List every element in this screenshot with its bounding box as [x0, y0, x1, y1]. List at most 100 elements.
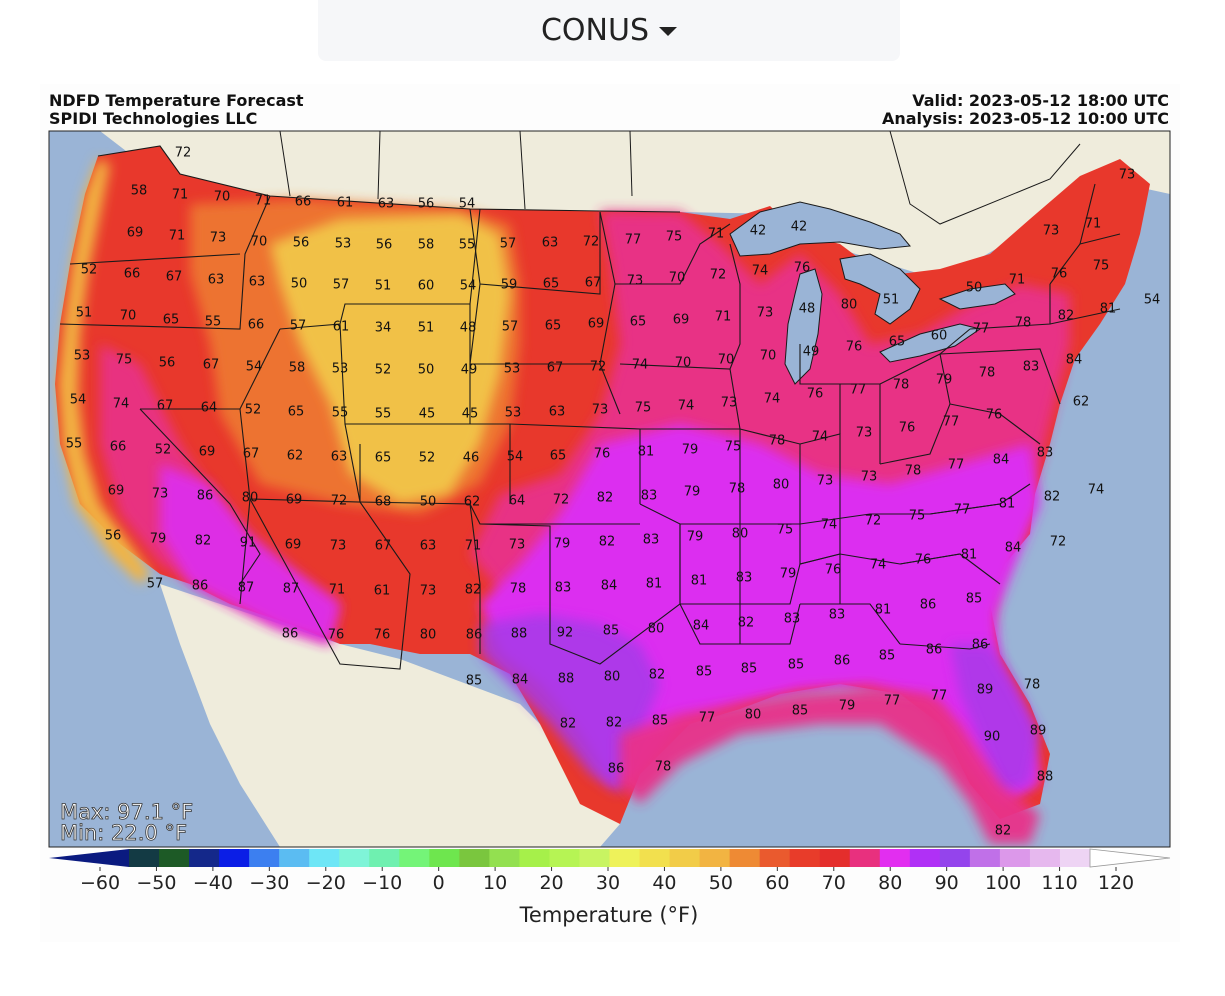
- temperature-label: 73: [856, 426, 873, 441]
- figure-header-left: NDFD Temperature Forecast SPIDI Technolo…: [49, 92, 304, 128]
- colorbar-swatch: [249, 849, 280, 867]
- region-selector-label: CONUS: [540, 13, 649, 48]
- temperature-label: 83: [784, 612, 801, 627]
- temperature-label: 73: [721, 396, 738, 411]
- temperature-label: 85: [741, 662, 758, 677]
- state-borders: [59, 145, 1121, 670]
- temperature-label: 62: [464, 495, 481, 510]
- great-lakes: [729, 201, 1016, 385]
- temperature-label: 71: [255, 194, 272, 209]
- temperature-label: 52: [81, 263, 98, 278]
- colorbar-tick-label: 120: [1098, 872, 1134, 894]
- colorbar-swatch: [789, 849, 821, 867]
- temperature-label: 83: [829, 608, 846, 623]
- temperature-label: 77: [850, 383, 867, 398]
- temperature-label: 74: [812, 430, 829, 445]
- temperature-label: 85: [466, 674, 483, 689]
- temperature-label: 60: [418, 279, 435, 294]
- temperature-label: 82: [995, 824, 1012, 839]
- temperature-label: 58: [289, 361, 306, 376]
- temperature-label: 56: [418, 197, 435, 212]
- temperature-label: 56: [159, 356, 176, 371]
- temperature-label: 48: [460, 321, 477, 336]
- temperature-label: 81: [999, 497, 1016, 512]
- temperature-label: 83: [643, 533, 660, 548]
- temperature-label: 82: [465, 583, 482, 598]
- temperature-labels: 72 58 71 70 71 66 61 63 56 54 69 71 73 70 56 53 56 58 55 57…: [66, 146, 1161, 839]
- temperature-label: 80: [773, 478, 790, 493]
- temperature-label: 81: [875, 603, 892, 618]
- temperature-label: 73: [152, 487, 169, 502]
- temperature-label: 73: [627, 274, 644, 289]
- temperature-label: 75: [635, 401, 652, 416]
- temperature-label: 73: [330, 539, 347, 554]
- temperature-label: 78: [905, 464, 922, 479]
- temperature-label: 85: [696, 665, 713, 680]
- temperature-label: 54: [507, 450, 524, 465]
- temperature-label: 73: [509, 538, 526, 553]
- temperature-label: 50: [966, 281, 983, 296]
- colorbar-swatch: [909, 849, 941, 867]
- temperature-label: 63: [549, 405, 566, 420]
- temperature-label: 71: [172, 188, 189, 203]
- temperature-label: 81: [961, 548, 978, 563]
- temperature-label: 71: [465, 539, 482, 554]
- florida-purple-zone: [950, 644, 1040, 794]
- temperature-label: 53: [332, 362, 349, 377]
- temperature-label: 74: [1088, 483, 1105, 498]
- max-stat: Max: 97.1 °F: [60, 800, 193, 824]
- temperature-label: 54: [70, 393, 87, 408]
- temperature-label: 72: [583, 235, 600, 250]
- lake-michigan: [784, 268, 823, 385]
- temperature-label: 85: [879, 649, 896, 664]
- temperature-label: 48: [799, 302, 816, 317]
- region-selector[interactable]: CONUS: [318, 0, 900, 61]
- temperature-label: 34: [375, 321, 392, 336]
- temperature-label: 82: [606, 716, 623, 731]
- temperature-label: 89: [977, 683, 994, 698]
- temperature-label: 63: [378, 197, 395, 212]
- colorbar-tick-label: 70: [822, 872, 846, 894]
- temperature-label: 74: [752, 264, 769, 279]
- temperature-label: 77: [699, 711, 716, 726]
- lake-huron: [839, 253, 921, 325]
- temperature-label: 77: [884, 694, 901, 709]
- temperature-label: 42: [750, 224, 767, 239]
- temperature-label: 76: [328, 628, 345, 643]
- temperature-label: 70: [675, 356, 692, 371]
- temperature-label: 67: [157, 399, 174, 414]
- temperature-label: 64: [201, 401, 218, 416]
- colorbar-swatch: [669, 849, 701, 867]
- temperature-label: 79: [936, 373, 953, 388]
- temperature-label: 79: [839, 699, 856, 714]
- temperature-label: 78: [979, 366, 996, 381]
- colorbar-tick-label: 10: [483, 872, 507, 894]
- temperature-label: 70: [251, 235, 268, 250]
- temperature-label: 65: [163, 313, 180, 328]
- temperature-label: 70: [120, 309, 137, 324]
- temperature-label: 76: [825, 563, 842, 578]
- colorbar-swatch: [849, 849, 881, 867]
- temperature-label: 70: [718, 353, 735, 368]
- colorbar-swatch: [1059, 849, 1091, 867]
- temperature-label: 86: [972, 638, 989, 653]
- colorbar-low-arrow: [49, 849, 129, 867]
- temperature-label: 45: [419, 407, 436, 422]
- temperature-label: 54: [459, 197, 476, 212]
- colorbar-swatch: [159, 849, 190, 867]
- coastal-orange-band: [58, 159, 150, 584]
- temperature-label: 74: [764, 392, 781, 407]
- temperature-label: 80: [420, 628, 437, 643]
- temperature-label: 71: [1009, 273, 1026, 288]
- temperature-label: 88: [1037, 770, 1054, 785]
- colorbar-tick-label: 50: [709, 872, 733, 894]
- temperature-label: 51: [375, 279, 392, 294]
- temperature-label: 65: [375, 451, 392, 466]
- temperature-field: [55, 146, 1150, 844]
- temperature-label: 50: [420, 495, 437, 510]
- temperature-label: 77: [625, 233, 642, 248]
- temperature-label: 63: [208, 273, 225, 288]
- chevron-down-icon: [659, 27, 677, 36]
- temperature-label: 73: [817, 474, 834, 489]
- temperature-label: 71: [329, 583, 346, 598]
